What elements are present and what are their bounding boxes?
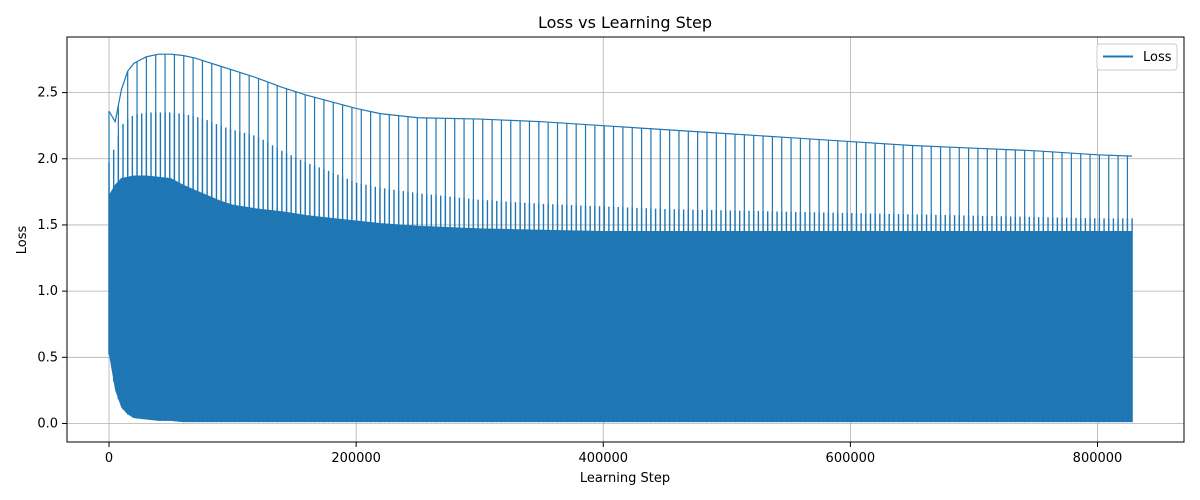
x-axis-ticks: 0 200000 400000 600000 800000 xyxy=(105,442,1122,466)
y-tick-label: 0.0 xyxy=(37,416,58,431)
chart-title: Loss vs Learning Step xyxy=(538,13,712,32)
x-tick-label: 0 xyxy=(105,451,113,466)
y-tick-label: 2.0 xyxy=(37,152,58,167)
loss-dense-band xyxy=(109,175,1133,423)
legend-box xyxy=(1096,43,1178,71)
y-axis-ticks: 0.0 0.5 1.0 1.5 2.0 2.5 xyxy=(37,86,67,431)
y-axis-label: Loss xyxy=(15,226,30,255)
legend-label-loss: Loss xyxy=(1143,50,1172,65)
x-axis-label: Learning Step xyxy=(580,471,670,486)
loss-mid-envelope xyxy=(108,175,1133,233)
y-tick-label: 1.5 xyxy=(37,218,58,233)
plot-area: 0 200000 400000 600000 800000 0.0 0.5 1.0 1.5 2.… xyxy=(37,36,1185,466)
x-tick-label: 200000 xyxy=(331,451,381,466)
loss-upper-envelope xyxy=(108,53,1133,157)
plot-frame xyxy=(66,36,1185,443)
y-tick-label: 1.0 xyxy=(37,284,58,299)
loss-series xyxy=(108,53,1133,423)
legend: Loss xyxy=(1096,43,1178,71)
y-tick-label: 2.5 xyxy=(37,86,58,101)
x-tick-label: 600000 xyxy=(826,451,876,466)
x-tick-label: 400000 xyxy=(578,451,628,466)
x-tick-label: 800000 xyxy=(1073,451,1123,466)
y-tick-label: 0.5 xyxy=(37,350,58,365)
